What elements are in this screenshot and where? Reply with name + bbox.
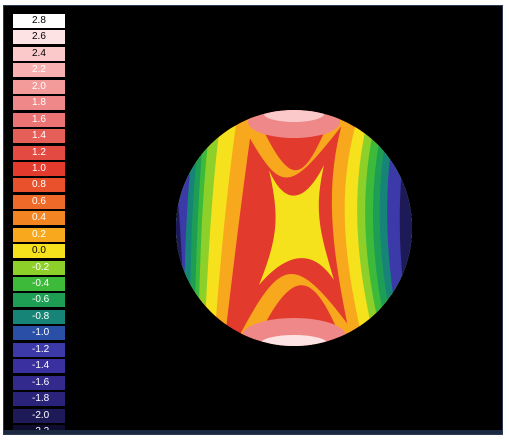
legend-label: -0.2 xyxy=(32,261,50,273)
legend-swatch: -1.8 xyxy=(13,392,65,407)
legend-label: 1.8 xyxy=(32,97,46,109)
legend-swatch: -1.0 xyxy=(13,326,65,341)
legend-label: -1.0 xyxy=(32,327,50,339)
legend-label: -1.8 xyxy=(32,393,50,405)
legend-label: -0.6 xyxy=(32,294,50,306)
map-viewport: 2.8 2.6 2.4 2.2 2.0 1.8 1.6 1.4 1.2 1.0 0.8 0.6 0.4 0… xyxy=(3,5,503,435)
legend-swatch: 2.0 xyxy=(13,79,65,94)
legend-label: 2.8 xyxy=(32,15,46,26)
legend-swatch: 1.8 xyxy=(13,96,65,111)
color-scale-legend: 2.8 2.6 2.4 2.2 2.0 1.8 1.6 1.4 1.2 1.0 0.8 0.6 0.4 0… xyxy=(13,14,65,434)
legend-label: 1.0 xyxy=(32,162,46,174)
legend-swatch: -0.4 xyxy=(13,277,65,291)
legend-label: 0.8 xyxy=(32,179,46,191)
legend-label: -1.2 xyxy=(32,343,50,355)
legend-label: 2.0 xyxy=(32,80,46,92)
legend-label: 2.6 xyxy=(32,31,46,43)
legend-swatch: -0.2 xyxy=(13,260,65,275)
legend-label: 0.0 xyxy=(32,245,46,257)
legend-swatch: 1.2 xyxy=(13,145,65,160)
legend-swatch: -1.2 xyxy=(13,342,65,357)
legend-label: 0.2 xyxy=(32,228,46,240)
legend-swatch: 1.4 xyxy=(13,129,65,144)
legend-label: -2.2 xyxy=(32,425,49,434)
legend-swatch: 0.2 xyxy=(13,227,65,242)
legend-label: 0.6 xyxy=(32,195,46,207)
legend-label: 0.4 xyxy=(32,212,46,224)
contour-map-plot xyxy=(176,110,412,346)
legend-swatch: -0.8 xyxy=(13,309,65,324)
legend-swatch: -1.4 xyxy=(13,359,65,374)
legend-swatch: 0.6 xyxy=(13,194,65,209)
legend-swatch: 1.0 xyxy=(13,161,65,176)
legend-swatch: 2.8 xyxy=(13,14,65,28)
status-bar xyxy=(4,430,502,434)
legend-swatch: 2.4 xyxy=(13,46,65,61)
legend-swatch: 0.4 xyxy=(13,211,65,226)
legend-label: 2.2 xyxy=(32,64,46,76)
legend-swatch: 2.2 xyxy=(13,63,65,78)
legend-label: 1.2 xyxy=(32,146,46,158)
legend-swatch: 0.0 xyxy=(13,244,65,259)
legend-label: -2.0 xyxy=(32,409,50,421)
legend-label: 1.4 xyxy=(32,130,46,142)
legend-swatch: 0.8 xyxy=(13,178,65,193)
legend-label: -1.6 xyxy=(32,376,50,388)
legend-swatch: -0.6 xyxy=(13,293,65,308)
legend-label: -0.4 xyxy=(32,278,50,289)
legend-label: 2.4 xyxy=(32,47,46,59)
legend-label: 1.6 xyxy=(32,113,46,125)
legend-swatch: -1.6 xyxy=(13,375,65,390)
legend-swatch: -2.0 xyxy=(13,408,65,423)
legend-swatch: -2.2 xyxy=(13,424,65,434)
legend-swatch: 1.6 xyxy=(13,112,65,127)
legend-label: -0.8 xyxy=(32,310,50,322)
legend-label: -1.4 xyxy=(32,360,50,372)
legend-swatch: 2.6 xyxy=(13,30,65,45)
